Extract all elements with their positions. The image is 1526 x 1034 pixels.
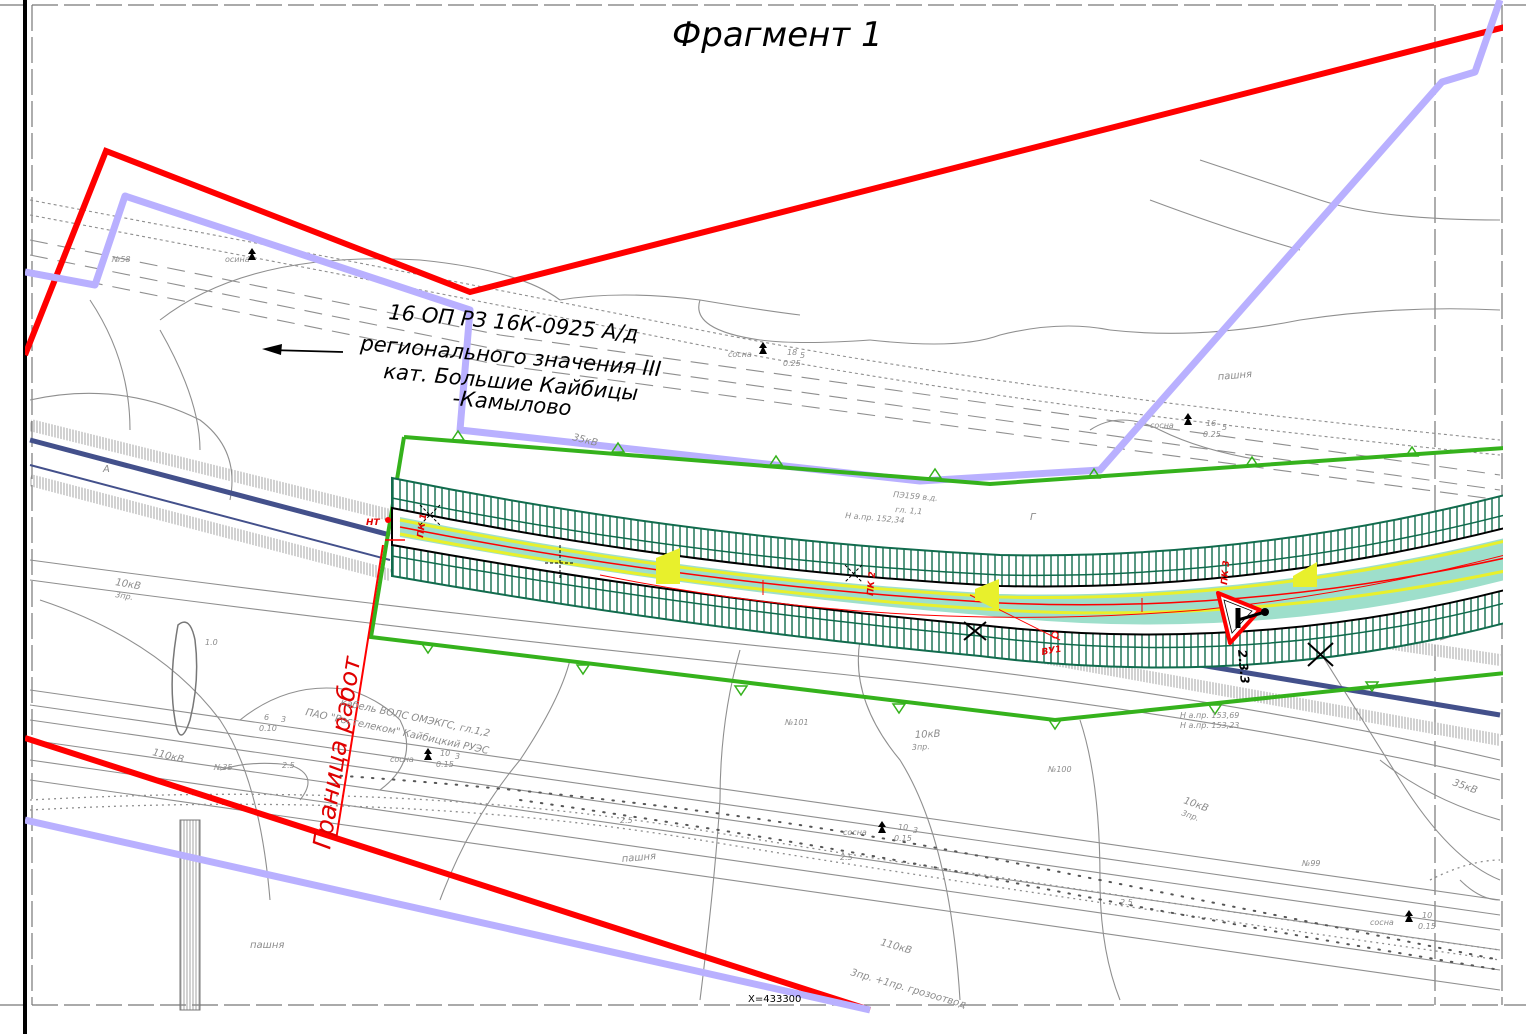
map-label: 2.5 <box>620 816 633 825</box>
chainage-markers: НТ ПК 1 ПК 2 ПК 3 ВУ1 <box>366 513 1232 658</box>
map-label: сосна <box>1370 918 1394 927</box>
chainage-pk2: ПК 2 <box>866 571 878 596</box>
map-label: 0.15 <box>1418 922 1436 931</box>
ravine <box>179 819 201 1011</box>
page-title: Фрагмент 1 <box>672 15 883 55</box>
map-label: 10 <box>1422 911 1432 920</box>
map-label: 1.0 <box>205 638 218 647</box>
map-label: 0.25 <box>1203 430 1221 439</box>
map-label: Г <box>1030 512 1037 523</box>
map-label: 0.15 <box>436 760 454 769</box>
chainage-start: НТ <box>366 518 381 528</box>
tree-line <box>329 774 1501 971</box>
map-label: 0.25 <box>783 359 801 368</box>
road-sign-icon <box>1216 591 1269 645</box>
pond <box>171 621 198 736</box>
map-label: 10 <box>898 823 908 832</box>
map-label: 10кВ <box>114 577 141 592</box>
map-label: сосна <box>843 828 867 837</box>
map-label: 3 <box>281 715 286 724</box>
map-label: №35 <box>213 763 233 772</box>
map-label: 6 <box>264 713 269 722</box>
map-label: сосна <box>728 350 752 359</box>
map-label: 3пр. <box>912 742 930 752</box>
map-label: 5 <box>1222 423 1227 432</box>
map-label: 10кВ <box>915 729 941 741</box>
map-label: 16 <box>1206 419 1216 428</box>
zone-boundary <box>25 0 1503 1014</box>
map-label: №101 <box>784 718 809 727</box>
map-label: 2.5 <box>840 853 853 862</box>
map-label: 3 <box>913 826 918 835</box>
tree-icon <box>248 248 1413 922</box>
map-label: ПЭ159 в.д. <box>893 490 938 503</box>
work-zone <box>368 429 1503 731</box>
map-label: сосна <box>1150 421 1174 430</box>
map-label: 3пр. <box>115 590 134 602</box>
map-label: 10 <box>440 749 450 758</box>
map-label: пашня <box>621 851 656 865</box>
map-label: пашня <box>1217 369 1252 383</box>
map-label: 2.5 <box>282 761 295 770</box>
allotment-boundary <box>25 24 1503 1013</box>
map-label: №58 <box>111 255 131 264</box>
map-label: 5 <box>800 351 805 360</box>
map-label: 18 <box>787 348 797 357</box>
map-label: 0.15 <box>894 834 912 843</box>
leader-arrow <box>262 344 344 355</box>
map-label: №99 <box>1301 859 1321 868</box>
map-label: Н а.пр. 153,23 <box>1180 721 1239 730</box>
map-label: X=433300 <box>748 994 801 1005</box>
map-label: сосна <box>390 755 414 764</box>
chainage-pk1: ПК 1 <box>416 513 429 538</box>
map-label: пашня <box>250 940 284 951</box>
field-boundaries <box>29 793 1501 961</box>
map-label: 0.10 <box>259 724 277 733</box>
map-label: 3 <box>455 752 460 761</box>
map-label: №100 <box>1047 765 1072 774</box>
chainage-vu: ВУ1 <box>1041 645 1062 658</box>
map-label: 2.5 <box>1120 898 1133 907</box>
map-label: Н а.пр. 153,69 <box>1180 711 1239 720</box>
map-label: А <box>102 464 110 475</box>
map-label: гл. 1,1 <box>895 505 923 516</box>
map-label: осина <box>225 255 250 264</box>
chainage-pk3: ПК 3 <box>1220 560 1232 585</box>
sign-code: 2.3.3 <box>1235 649 1252 684</box>
